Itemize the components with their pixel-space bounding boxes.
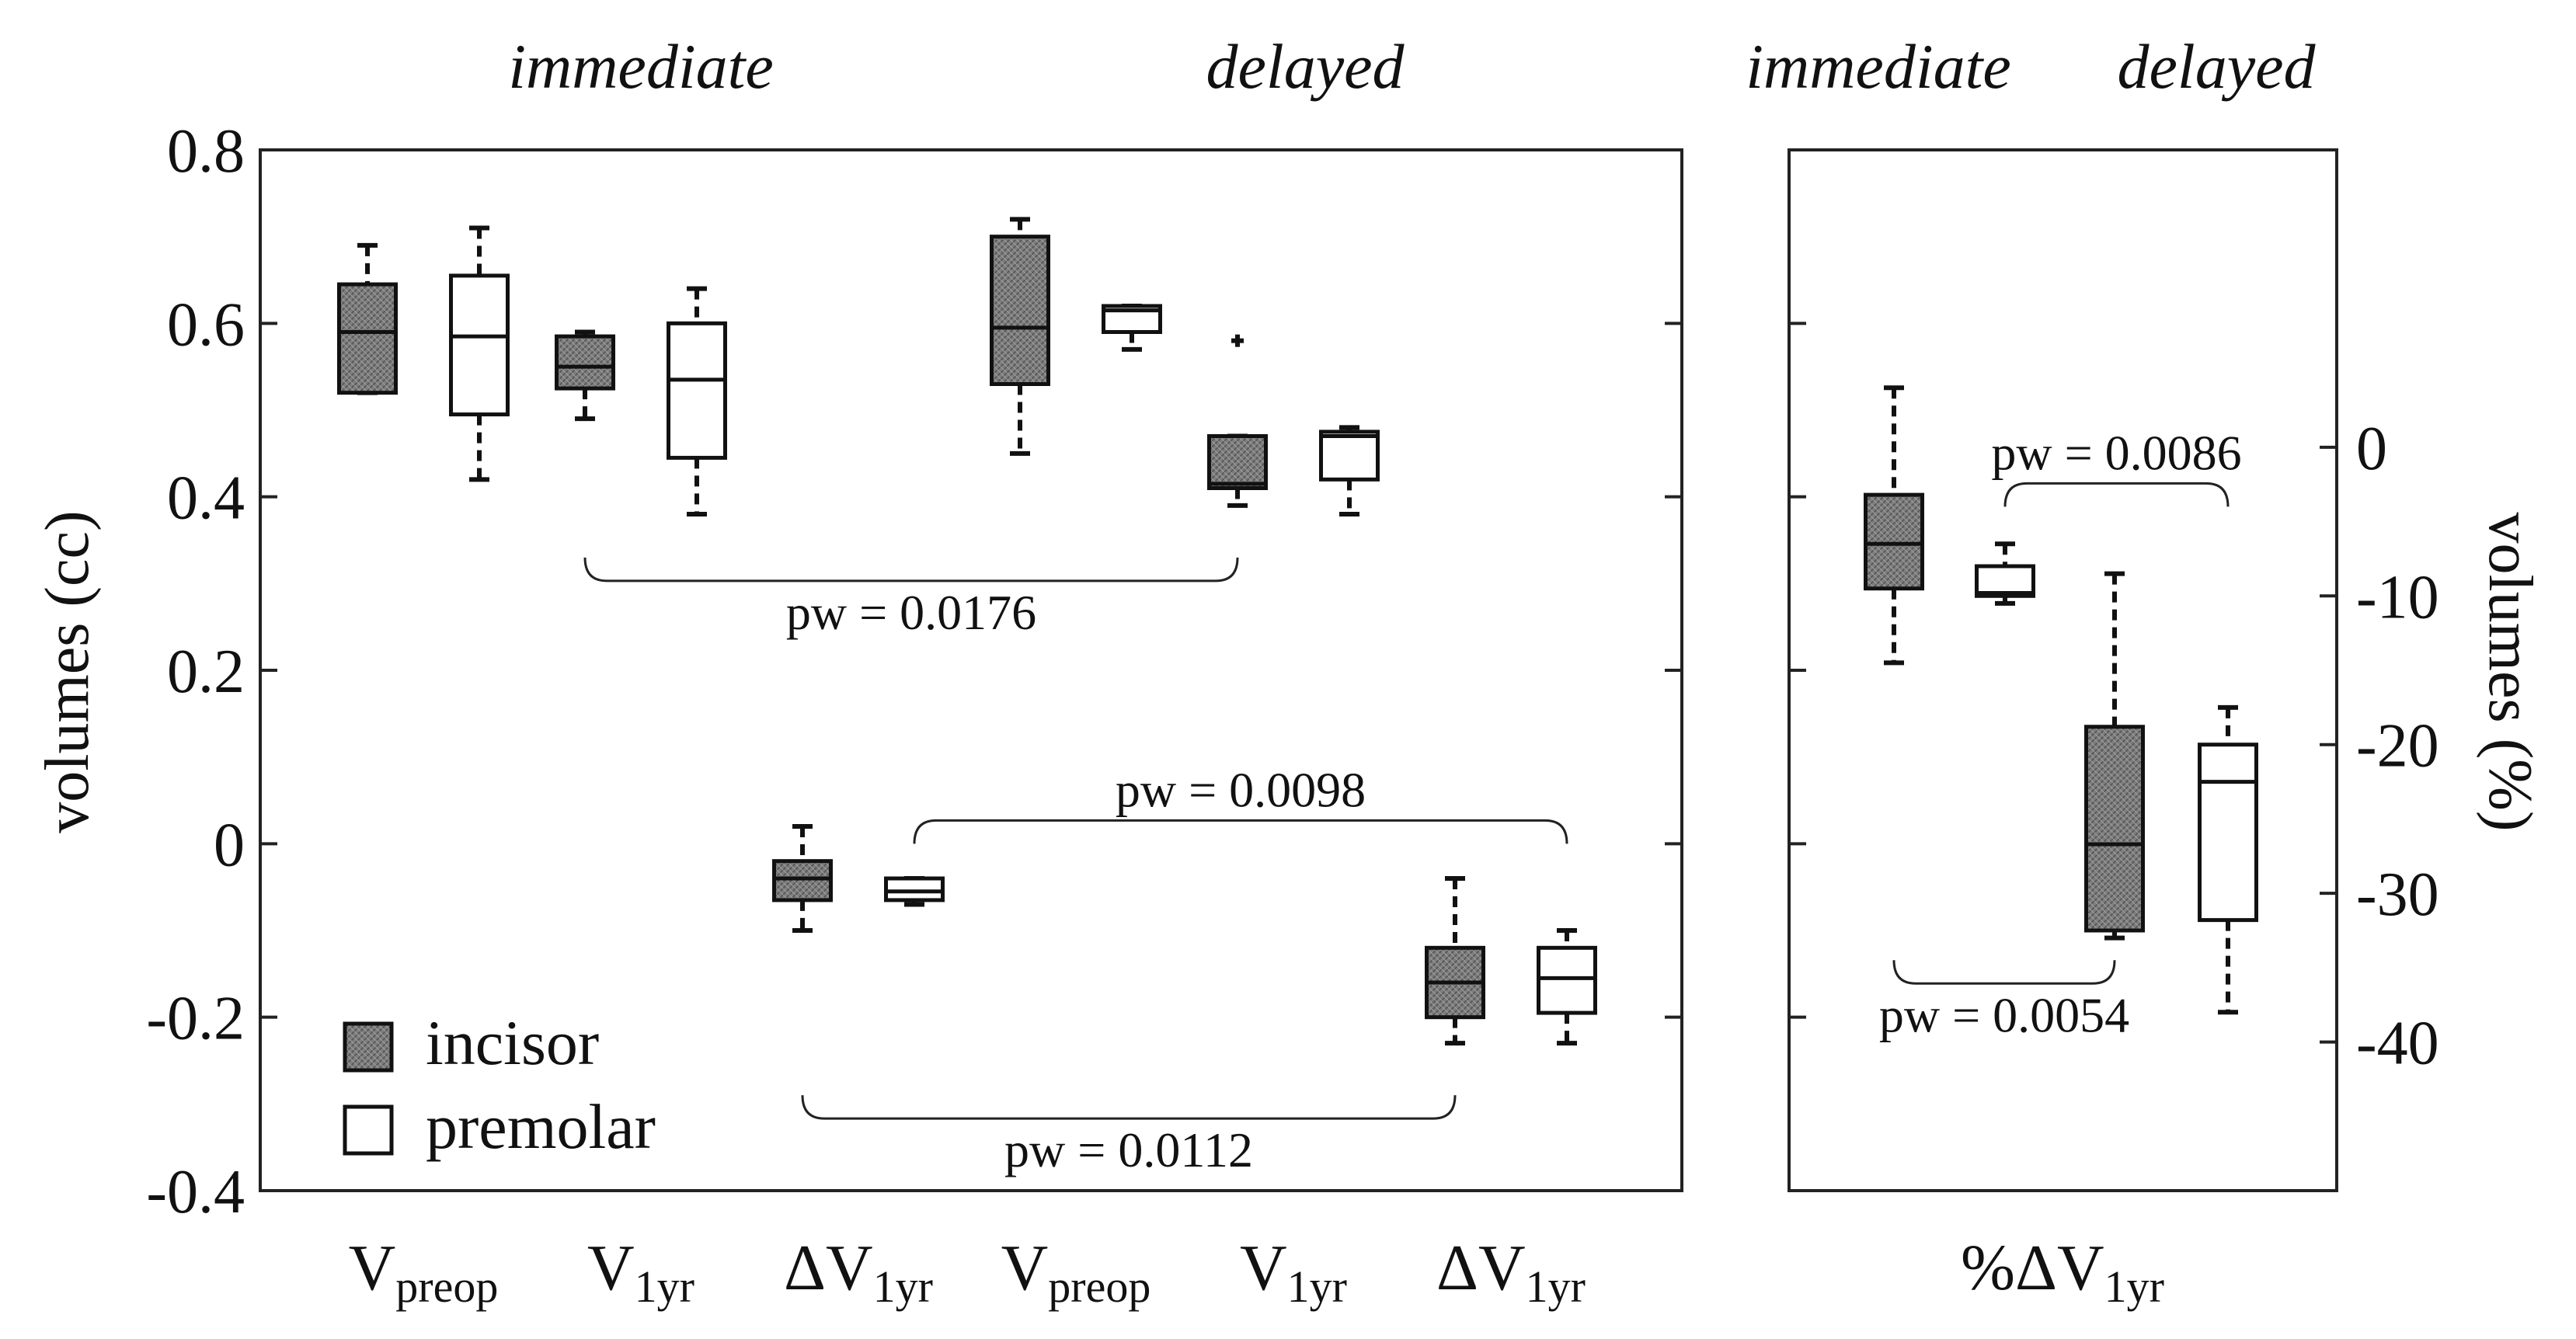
box-immediate-incisor [1864, 385, 1924, 666]
x-label-cat0: Vpreop [349, 1232, 499, 1312]
box-premolar-cat1 [667, 286, 727, 516]
box-iqr [667, 321, 727, 460]
right-y-tick-label: 0 [2356, 415, 2387, 483]
box-iqr [1319, 430, 1380, 482]
box-incisor-cat0 [337, 242, 398, 395]
legend: incisor premolar [343, 1007, 656, 1162]
left-annotation-0: pw = 0.0176 [583, 557, 1239, 640]
box-premolar-cat3 [1102, 304, 1162, 352]
p-value-label: pw = 0.0098 [1116, 762, 1366, 817]
x-label-cat2: ΔV1yr [784, 1232, 933, 1312]
box-immediate-premolar [1975, 541, 2035, 606]
right-annotation-0: pw = 0.0086 [1991, 425, 2242, 507]
p-value-label: pw = 0.0086 [1991, 425, 2241, 480]
right-y-axis-title: volumes (%) [2476, 512, 2544, 831]
significance-bracket [913, 819, 1568, 844]
left-y-tick-label: 0.4 [167, 464, 245, 533]
right-y-tick-label: -30 [2356, 861, 2439, 929]
box-iqr [1207, 434, 1268, 490]
box-iqr [884, 876, 945, 903]
box-iqr [555, 334, 615, 391]
significance-bracket [583, 557, 1239, 583]
box-delayed-premolar [2198, 704, 2258, 1015]
x-label-cat5: ΔV1yr [1436, 1232, 1586, 1312]
legend-swatch-premolar [343, 1104, 394, 1156]
legend-label-incisor: incisor [426, 1007, 599, 1078]
right-header-delayed: delayed [2118, 31, 2317, 102]
left-y-tick-label: 0.6 [167, 290, 245, 359]
box-premolar-cat5 [1537, 928, 1597, 1046]
left-y-tick-label: -0.4 [146, 1158, 245, 1226]
left-y-tick-label: -0.2 [146, 985, 245, 1053]
right-y-tick-label: -40 [2356, 1010, 2439, 1078]
x-label-cat4: V1yr [1240, 1232, 1347, 1312]
box-incisor-cat1 [555, 329, 615, 422]
legend-label-premolar: premolar [426, 1091, 656, 1162]
box-incisor-cat5 [1425, 876, 1485, 1046]
box-iqr [1537, 945, 1597, 1015]
box-premolar-cat2 [884, 876, 945, 907]
box-premolar-cat4 [1319, 425, 1380, 516]
box-iqr [772, 859, 833, 903]
significance-bracket [1892, 960, 2116, 985]
significance-bracket [2003, 482, 2230, 507]
x-label-cat1: V1yr [587, 1232, 694, 1312]
left-header-immediate: immediate [508, 31, 774, 102]
left-y-axis-title: volumes (cc) [33, 510, 102, 833]
box-incisor-cat4 [1207, 334, 1268, 508]
p-value-label: pw = 0.0176 [786, 585, 1036, 640]
x-label-right: %ΔV1yr [1961, 1232, 2164, 1312]
box-iqr [990, 235, 1050, 386]
left-annotation-2: pw = 0.0112 [801, 1095, 1457, 1177]
box-premolar-cat0 [449, 225, 510, 482]
box-iqr [337, 282, 398, 395]
box-incisor-cat3 [990, 217, 1050, 456]
box-iqr [2084, 725, 2145, 933]
left-header-delayed: delayed [1206, 31, 1405, 102]
box-iqr [1864, 492, 1924, 591]
x-label-cat3: Vpreop [1001, 1232, 1151, 1312]
significance-bracket [801, 1095, 1457, 1120]
right-y-tick-label: -20 [2356, 712, 2439, 781]
box-iqr [1975, 564, 2035, 598]
right-header-immediate: immediate [1746, 31, 2011, 102]
right-annotation-1: pw = 0.0054 [1879, 960, 2129, 1042]
p-value-label: pw = 0.0054 [1879, 987, 2129, 1042]
legend-swatch-incisor [343, 1021, 394, 1073]
left-y-tick-label: 0.2 [167, 638, 245, 706]
p-value-label: pw = 0.0112 [1004, 1122, 1253, 1177]
box-delayed-incisor [2084, 571, 2145, 941]
box-iqr [2198, 743, 2258, 923]
left-y-tick-label: 0 [214, 811, 245, 879]
left-y-tick-label: 0.8 [167, 117, 245, 186]
box-incisor-cat2 [772, 824, 833, 933]
right-y-tick-label: -10 [2356, 563, 2439, 631]
box-iqr [449, 273, 510, 417]
left-annotation-1: pw = 0.0098 [913, 762, 1568, 844]
